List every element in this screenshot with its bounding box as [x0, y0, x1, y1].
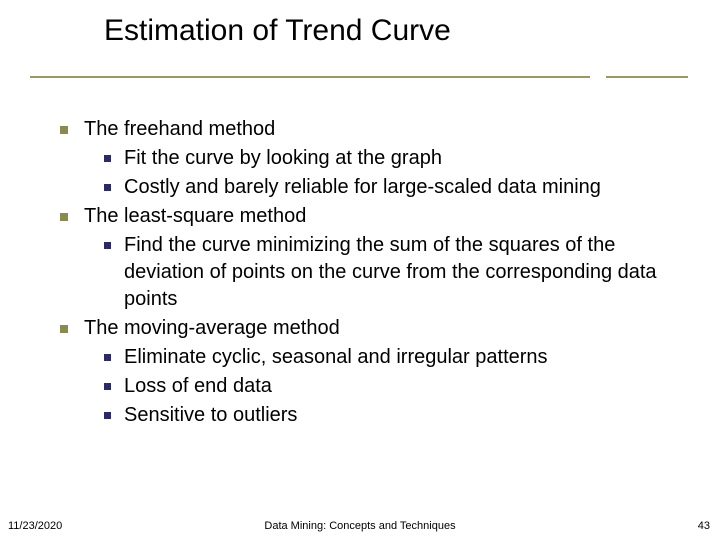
list-item-text: The moving-average method — [84, 317, 340, 339]
list-item: The moving-average method — [60, 315, 700, 342]
square-bullet-icon — [104, 242, 111, 249]
list-subitem-text: Loss of end data — [124, 375, 272, 397]
footer-page-number: 43 — [698, 520, 710, 532]
footer-center: Data Mining: Concepts and Techniques — [0, 520, 720, 532]
list-item: The freehand method — [60, 116, 700, 143]
list-subitem-text: Eliminate cyclic, seasonal and irregular… — [124, 346, 548, 368]
list-item: The least-square method — [60, 203, 700, 230]
list-item-text: The least-square method — [84, 205, 306, 227]
slide: Estimation of Trend Curve The freehand m… — [0, 0, 720, 540]
square-bullet-icon — [104, 184, 111, 191]
underline-short — [606, 76, 688, 78]
list-subitem: Fit the curve by looking at the graph — [60, 145, 700, 172]
list-subitem-text: Find the curve minimizing the sum of the… — [124, 234, 657, 310]
slide-title: Estimation of Trend Curve — [104, 14, 451, 48]
square-bullet-icon — [104, 354, 111, 361]
underline-long — [30, 76, 590, 78]
list-subitem-text: Fit the curve by looking at the graph — [124, 147, 442, 169]
square-bullet-icon — [60, 126, 68, 134]
list-subitem: Costly and barely reliable for large-sca… — [60, 174, 700, 201]
square-bullet-icon — [104, 155, 111, 162]
list-subitem: Eliminate cyclic, seasonal and irregular… — [60, 344, 700, 371]
list-item-text: The freehand method — [84, 118, 275, 140]
list-subitem-text: Costly and barely reliable for large-sca… — [124, 176, 601, 198]
list-subitem: Sensitive to outliers — [60, 402, 700, 429]
list-subitem: Loss of end data — [60, 373, 700, 400]
square-bullet-icon — [60, 213, 68, 221]
title-underline — [30, 76, 690, 79]
content-body: The freehand method Fit the curve by loo… — [60, 116, 700, 431]
square-bullet-icon — [104, 412, 111, 419]
list-subitem: Find the curve minimizing the sum of the… — [60, 232, 700, 313]
square-bullet-icon — [104, 383, 111, 390]
list-subitem-text: Sensitive to outliers — [124, 404, 297, 426]
square-bullet-icon — [60, 325, 68, 333]
